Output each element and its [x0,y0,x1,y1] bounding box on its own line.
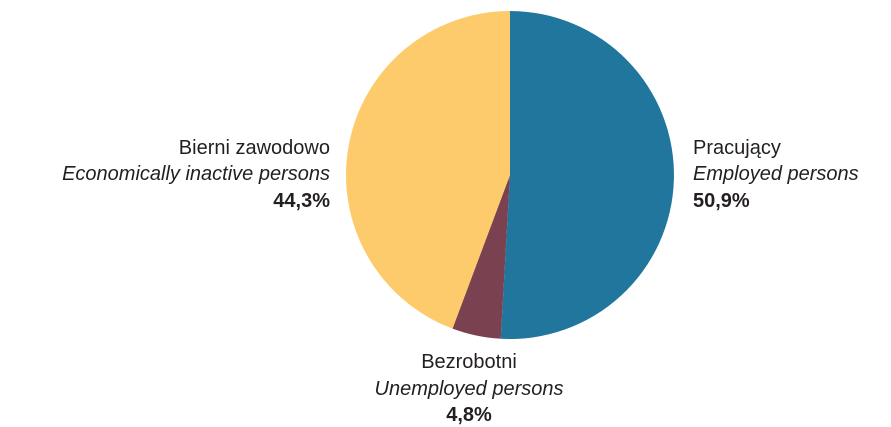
inactive-label-pl: Bierni zawodowo [179,137,330,159]
employed-label-en: Employed persons [693,163,859,185]
slice-inactive [346,11,510,329]
slice-employed [500,11,674,339]
unemployed-label-pl: Bezrobotni [421,351,517,373]
pie-slices [346,11,674,339]
slice-unemployed [452,175,510,339]
inactive-value-label: 44,3% [273,190,330,212]
employed-label-pl: Pracujący [693,137,781,159]
unemployed-label-en: Unemployed persons [375,378,564,400]
label-unemployed: Bezrobotni Unemployed persons 4,8% [375,351,564,426]
employed-value-label: 50,9% [693,190,750,212]
unemployed-value-label: 4,8% [446,404,492,426]
label-inactive: Bierni zawodowo Economically inactive pe… [62,137,330,212]
inactive-label-en: Economically inactive persons [62,163,330,185]
label-employed: Pracujący Employed persons 50,9% [693,137,859,212]
